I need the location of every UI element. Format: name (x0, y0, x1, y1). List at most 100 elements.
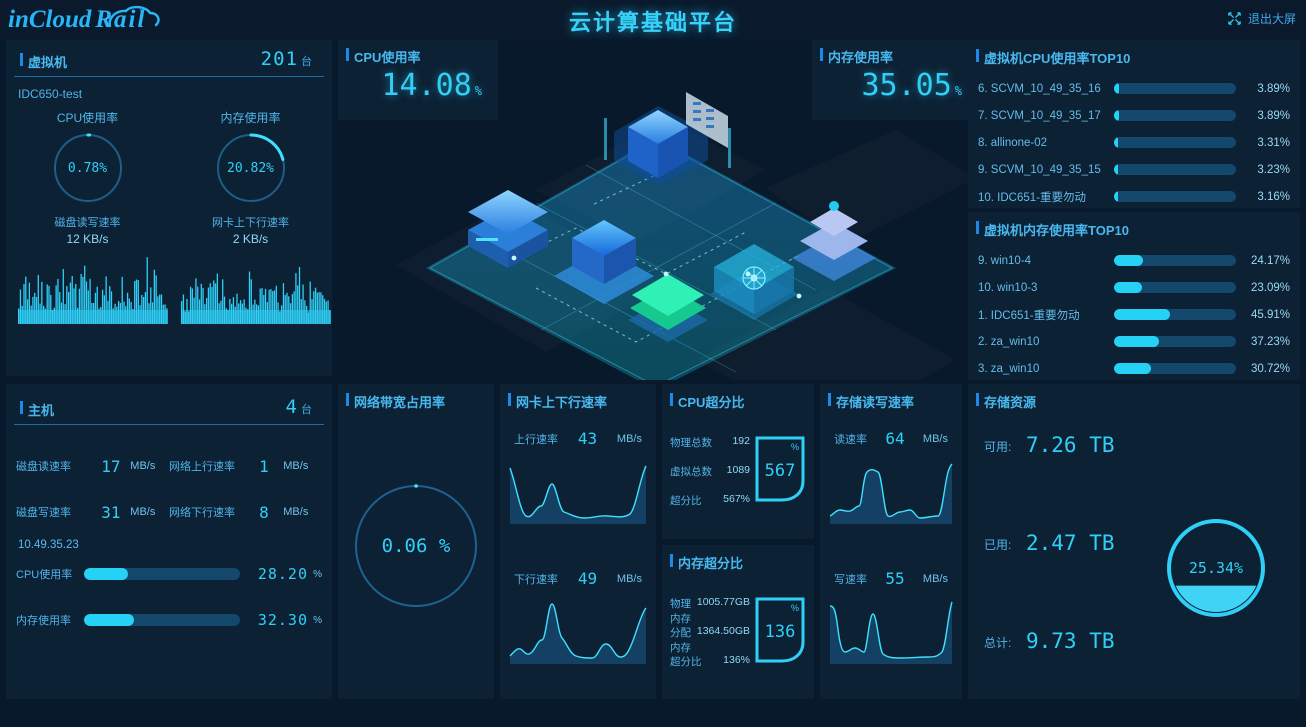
table-row[interactable]: 3. za_win10 30.72% (978, 355, 1290, 382)
mem-over-badge-value: 136 (764, 622, 796, 642)
stor-used-value: 2.47 TB (1026, 531, 1115, 555)
top10-item-percent: 45.91% (1250, 308, 1290, 321)
top10-item-name: 2. za_win10 (978, 335, 1040, 348)
cloud-infrastructure-illustration (396, 92, 976, 380)
table-row[interactable]: 9. SCVM_10_49_35_15 3.23% (978, 156, 1290, 183)
vm-cpu-value: 0.78% (67, 160, 108, 176)
disk-read-unit: MB/s (130, 460, 156, 472)
mem-over-body: 物理内存 1005.77GB 分配内存 1364.50GB 超分比 136% %… (662, 572, 814, 683)
vm-count: 201 台 (261, 48, 312, 71)
top10-item-name: 8. allinone-02 (978, 136, 1048, 149)
top10-item-name: 10. win10-3 (978, 281, 1038, 294)
stor-write-label: 写速率 (834, 573, 867, 586)
stor-read-value: 64 (885, 429, 905, 448)
stor-write-value: 55 (885, 569, 905, 588)
top10-item-percent: 3.89% (1257, 109, 1290, 122)
stor-free-label: 可用: (984, 440, 1012, 454)
nic-up-block: 上行速率 43 MB/s (500, 411, 656, 531)
stor-read-area-chart (829, 463, 953, 524)
cpu-over-ratio-value: 567% (723, 493, 750, 505)
cpu-over-phys-value: 192 (732, 435, 750, 447)
stor-res-title: 存储资源 (974, 392, 1300, 411)
mem-top10-list: 9. win10-4 24.17% 10. win10-3 23.09% 1. IDC6… (968, 239, 1300, 382)
nic-down-label: 下行速率 (514, 573, 558, 586)
net-band-value: 0.06 % (381, 535, 451, 557)
stor-read-label: 读速率 (834, 433, 867, 446)
vm-memory-gauge: 内存使用率 20.82% 网卡上下行速率 2 KB/s (180, 109, 331, 335)
stor-total-row: 总计: 9.73 TB (984, 629, 1300, 727)
table-row[interactable]: 2. za_win10 37.23% (978, 328, 1290, 355)
stor-rw-title: 存储读写速率 (826, 392, 962, 411)
host-cpu-label: CPU使用率 (16, 569, 73, 581)
stor-total-value: 9.73 TB (1026, 629, 1115, 653)
table-row[interactable]: 6. SCVM_10_49_35_16 3.89% (978, 75, 1290, 102)
app-logo: inCloud Rail (8, 5, 160, 34)
disk-write-value: 31 (101, 502, 121, 522)
mem-over-phys-label: 物理内存 (670, 598, 691, 625)
mem-stat-title: 内存使用率 (818, 47, 978, 66)
cpu-top10-title: 虚拟机CPU使用率TOP10 (974, 48, 1300, 67)
cpu-over-title: CPU超分比 (668, 392, 814, 411)
mem-over-badge: % 136 (754, 596, 806, 664)
disk-write-label: 磁盘写速率 (16, 507, 71, 519)
table-row[interactable]: 1. IDC651-重要勿动 45.91% (978, 301, 1290, 328)
mem-over-badge-unit: % (790, 603, 799, 613)
vm-panel-header: 虚拟机 201 台 (14, 40, 324, 77)
vm-cpu-ring: 0.78% (50, 130, 126, 206)
mem-over-alloc-row: 分配内存 1364.50GB (670, 625, 750, 654)
vm-count-unit: 台 (301, 56, 312, 68)
nic-down-head: 下行速率 49 MB/s (508, 569, 648, 588)
vm-mem-ring: 20.82% (213, 130, 289, 206)
cpu-over-virt-row: 虚拟总数 1089 (670, 464, 750, 493)
nic-down-value: 49 (577, 569, 598, 588)
vm-nic-sparkline (180, 267, 331, 324)
mem-over-phys-row: 物理内存 1005.77GB (670, 596, 750, 625)
vm-disk-label: 磁盘读写速率 (54, 217, 121, 229)
cpu-over-rows: 物理总数 192 虚拟总数 1089 超分比 567% (670, 435, 750, 522)
table-row[interactable]: 7. SCVM_10_49_35_17 3.89% (978, 102, 1290, 129)
mem-over-ratio-row: 超分比 136% (670, 654, 750, 683)
mem-over-title: 内存超分比 (668, 553, 814, 572)
vm-nic-value: 2 KB/s (232, 232, 269, 246)
host-cpu-value: 28.20 (257, 565, 308, 583)
page-title: 云计算基础平台 (568, 10, 737, 35)
storage-resource-panel: 存储资源 可用: 7.26 TB 已用: 2.47 TB 总计: 9.73 TB… (968, 384, 1300, 699)
stor-used-label: 已用: (984, 538, 1012, 552)
top10-item-name: 7. SCVM_10_49_35_17 (978, 109, 1101, 122)
vm-panel-title: 虚拟机 (18, 52, 67, 71)
top10-item-bar (1114, 137, 1236, 148)
stor-used-row: 已用: 2.47 TB (984, 531, 1300, 629)
table-row[interactable]: 10. IDC651-重要勿动 3.16% (978, 183, 1290, 210)
nic-up-area-chart (509, 465, 647, 524)
vm-cpu-ring-svg (53, 133, 122, 203)
nic-down-unit: MB/s (616, 572, 642, 585)
top10-item-percent: 3.89% (1257, 82, 1290, 95)
storage-water-gauge: 25.34% (1164, 516, 1268, 620)
host-metric-row: 磁盘写速率 31 MB/s 网络下行速率 8 MB/s (16, 489, 322, 535)
exit-fullscreen-button[interactable]: 退出大屏 (1227, 10, 1296, 27)
stor-total-label: 总计: (984, 636, 1012, 650)
vm-mem-ring-svg (216, 133, 285, 203)
vm-name-label: IDC650-test (18, 87, 83, 101)
net-band-title: 网络带宽占用率 (344, 392, 494, 411)
vm-cpu-top10-panel: 虚拟机CPU使用率TOP10 6. SCVM_10_49_35_16 3.89% 7… (968, 40, 1300, 208)
nic-down-area-chart (509, 603, 647, 664)
cpu-over-ratio-row: 超分比 567% (670, 493, 750, 522)
table-row[interactable]: 8. allinone-02 3.31% (978, 129, 1290, 156)
net-up-unit: MB/s (283, 460, 309, 472)
top10-item-bar (1114, 83, 1236, 94)
nic-up-head: 上行速率 43 MB/s (508, 429, 648, 448)
top10-item-name: 6. SCVM_10_49_35_16 (978, 82, 1101, 95)
top10-item-percent: 24.17% (1250, 254, 1290, 267)
table-row[interactable]: 10. win10-3 23.09% (978, 274, 1290, 301)
network-bandwidth-panel: 网络带宽占用率 0.06 % (338, 384, 494, 699)
vm-disk-sparkline (17, 257, 168, 324)
host-count-unit: 台 (301, 404, 312, 416)
host-cpu-bar (84, 568, 240, 580)
table-row[interactable]: 9. win10-4 24.17% (978, 247, 1290, 274)
exit-fullscreen-label: 退出大屏 (1247, 12, 1296, 26)
host-cpu-row: CPU使用率 28.20 % (6, 551, 332, 597)
disk-read-value: 17 (101, 456, 121, 476)
nic-up-value: 43 (577, 429, 598, 448)
